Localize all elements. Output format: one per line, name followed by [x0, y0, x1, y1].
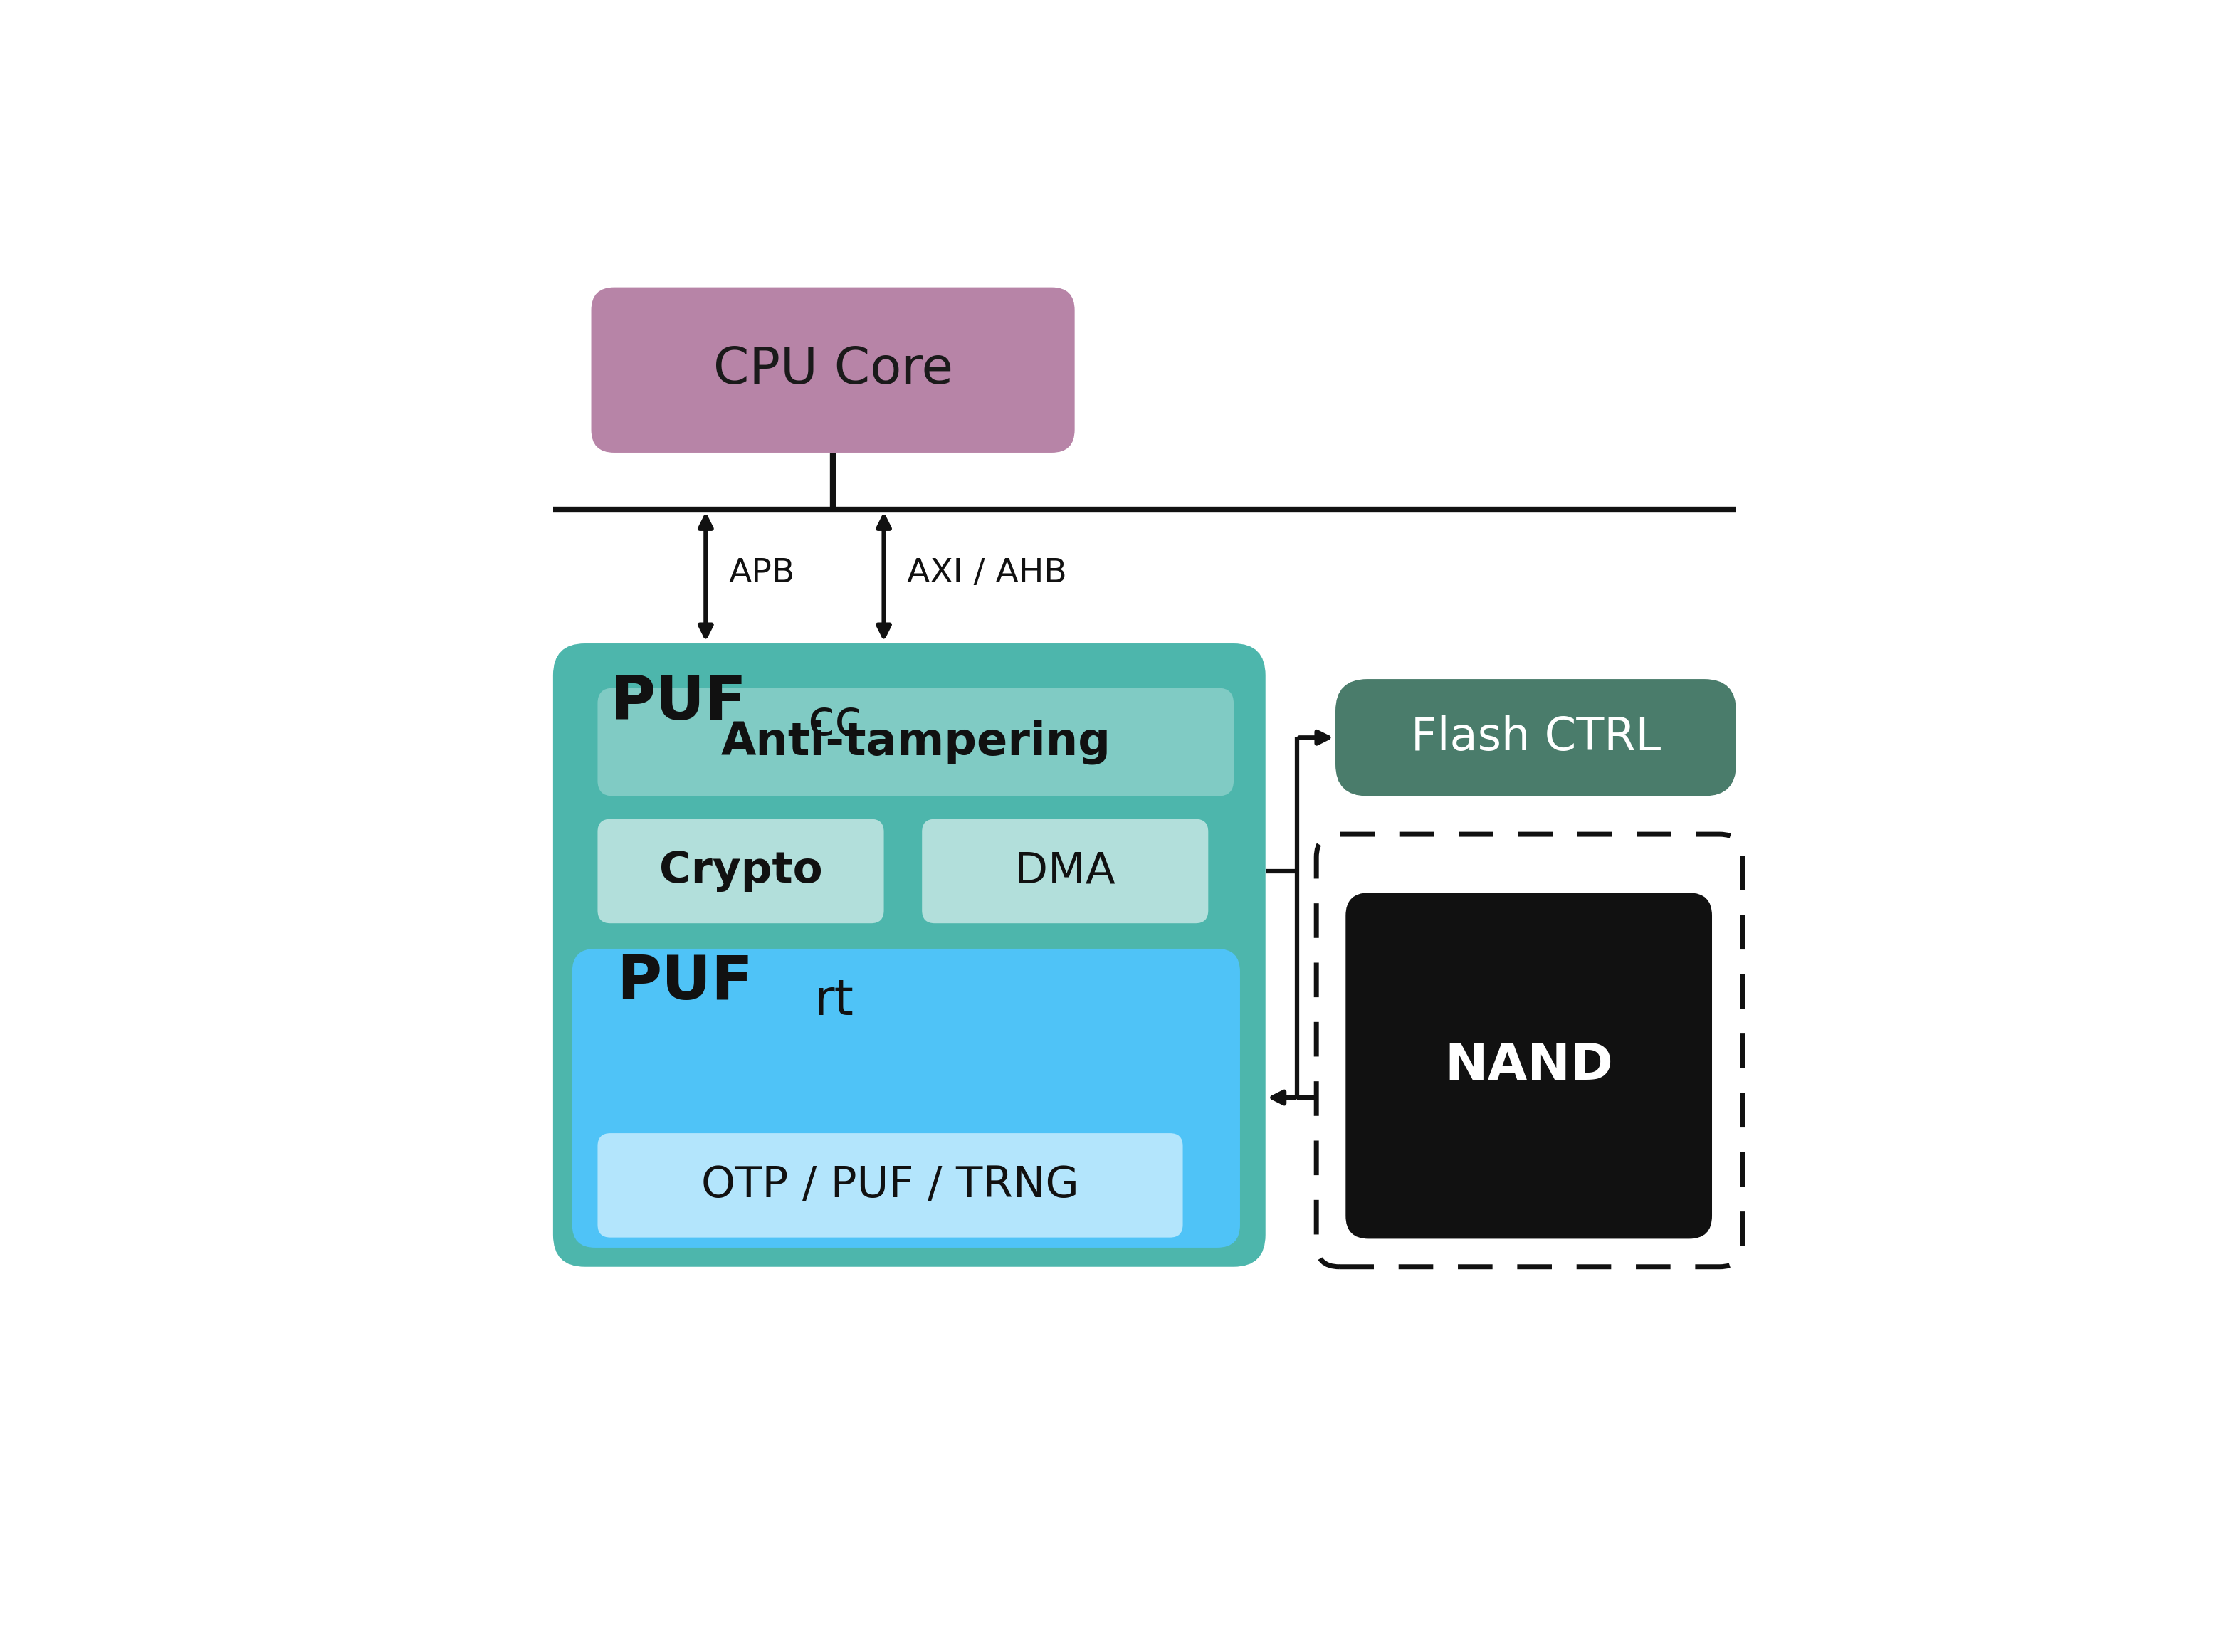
- Text: NAND: NAND: [1444, 1041, 1612, 1090]
- Text: PUF: PUF: [617, 953, 753, 1013]
- Text: Flash CTRL: Flash CTRL: [1410, 715, 1661, 760]
- FancyBboxPatch shape: [573, 948, 1239, 1247]
- Text: OTP / PUF / TRNG: OTP / PUF / TRNG: [702, 1165, 1079, 1206]
- FancyBboxPatch shape: [922, 819, 1208, 923]
- Text: DMA: DMA: [1015, 851, 1115, 892]
- FancyBboxPatch shape: [1335, 679, 1737, 796]
- Text: CPU Core: CPU Core: [713, 345, 953, 395]
- FancyBboxPatch shape: [591, 287, 1075, 453]
- FancyBboxPatch shape: [597, 819, 884, 923]
- Text: rt: rt: [813, 978, 853, 1024]
- Text: PUF: PUF: [611, 674, 746, 732]
- Text: cc: cc: [808, 697, 862, 745]
- FancyBboxPatch shape: [1317, 834, 1743, 1267]
- Text: AXI / AHB: AXI / AHB: [906, 557, 1066, 590]
- FancyBboxPatch shape: [597, 1133, 1184, 1237]
- Text: Anti-tampering: Anti-tampering: [720, 720, 1110, 765]
- FancyBboxPatch shape: [553, 643, 1266, 1267]
- FancyBboxPatch shape: [1346, 892, 1712, 1239]
- Text: Crypto: Crypto: [660, 851, 822, 892]
- FancyBboxPatch shape: [597, 687, 1233, 796]
- Text: APB: APB: [728, 557, 795, 590]
